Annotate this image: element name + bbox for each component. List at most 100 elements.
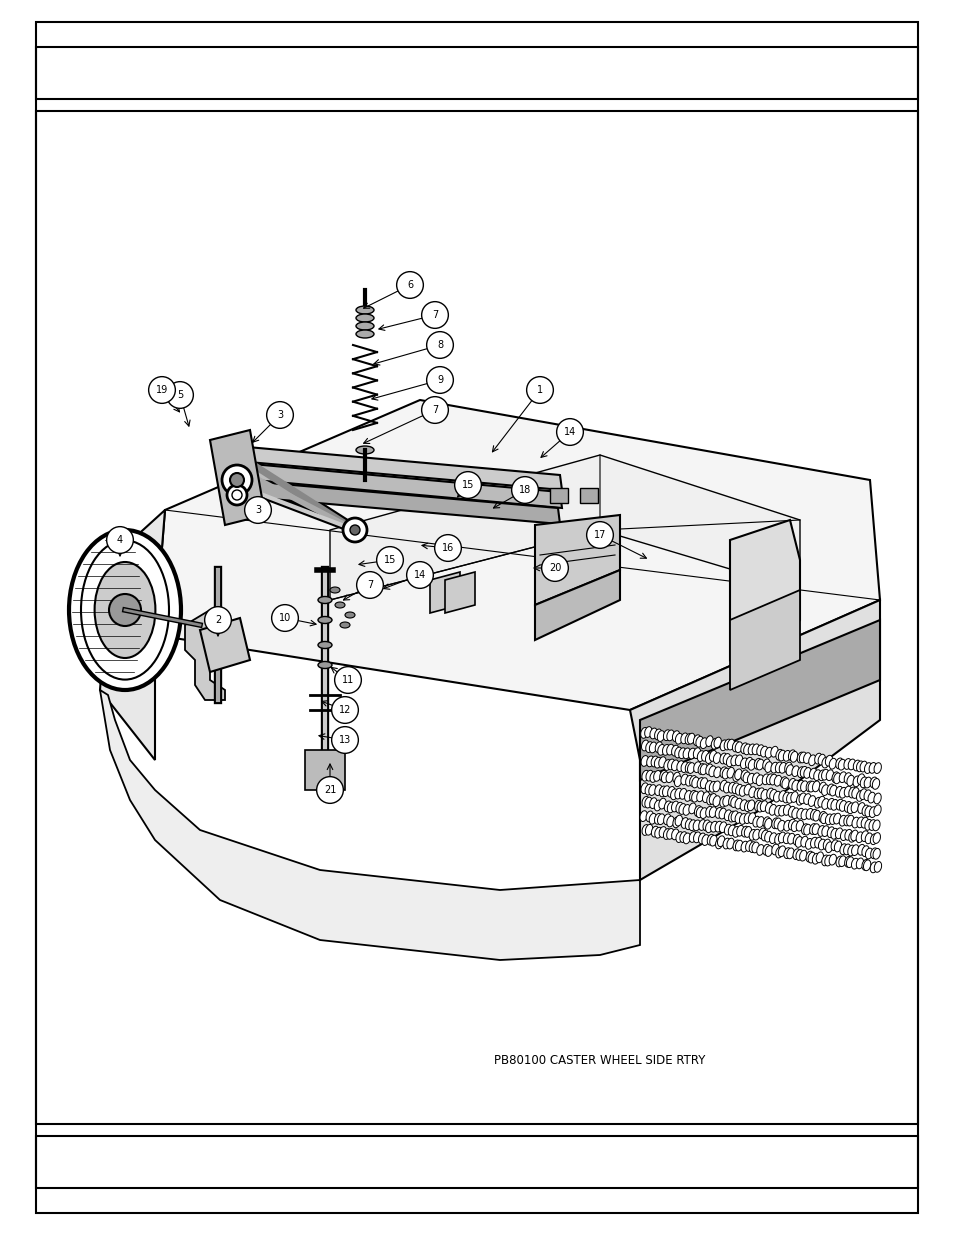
Ellipse shape xyxy=(839,788,846,798)
Ellipse shape xyxy=(81,541,169,679)
Polygon shape xyxy=(185,610,230,700)
Ellipse shape xyxy=(797,767,804,778)
Ellipse shape xyxy=(861,846,868,857)
Ellipse shape xyxy=(826,826,834,837)
Ellipse shape xyxy=(641,825,649,835)
Ellipse shape xyxy=(719,821,726,832)
Ellipse shape xyxy=(640,783,648,794)
Ellipse shape xyxy=(743,743,750,755)
Ellipse shape xyxy=(672,816,679,827)
Ellipse shape xyxy=(672,731,679,741)
Ellipse shape xyxy=(808,755,815,766)
Circle shape xyxy=(107,526,133,553)
Ellipse shape xyxy=(732,771,740,782)
Ellipse shape xyxy=(779,762,785,773)
Bar xyxy=(36,111,917,1188)
Ellipse shape xyxy=(748,830,756,840)
Ellipse shape xyxy=(824,756,832,766)
Ellipse shape xyxy=(805,851,813,862)
Ellipse shape xyxy=(796,809,803,819)
Text: 14: 14 xyxy=(414,571,426,580)
Ellipse shape xyxy=(69,530,181,690)
Circle shape xyxy=(586,521,613,548)
Ellipse shape xyxy=(698,763,704,774)
Bar xyxy=(36,47,917,1124)
Ellipse shape xyxy=(868,806,876,818)
Ellipse shape xyxy=(782,804,790,815)
Ellipse shape xyxy=(838,760,844,771)
Ellipse shape xyxy=(756,774,762,785)
Ellipse shape xyxy=(740,841,747,852)
Ellipse shape xyxy=(833,773,841,784)
Ellipse shape xyxy=(869,777,877,788)
Ellipse shape xyxy=(698,820,705,830)
Ellipse shape xyxy=(768,804,776,815)
Ellipse shape xyxy=(747,760,755,771)
Ellipse shape xyxy=(667,760,675,769)
Ellipse shape xyxy=(719,808,725,819)
Ellipse shape xyxy=(758,827,765,839)
Ellipse shape xyxy=(847,760,855,769)
Ellipse shape xyxy=(693,762,700,773)
Polygon shape xyxy=(729,590,800,690)
Ellipse shape xyxy=(825,769,833,781)
Circle shape xyxy=(556,419,582,446)
Text: 11: 11 xyxy=(341,676,354,685)
Ellipse shape xyxy=(775,847,782,858)
Ellipse shape xyxy=(777,820,784,831)
Ellipse shape xyxy=(700,764,707,774)
Polygon shape xyxy=(225,445,561,490)
Ellipse shape xyxy=(715,821,721,832)
Ellipse shape xyxy=(708,766,716,777)
Ellipse shape xyxy=(742,772,750,783)
Ellipse shape xyxy=(639,810,647,821)
Ellipse shape xyxy=(764,747,772,758)
Ellipse shape xyxy=(842,815,850,826)
Circle shape xyxy=(332,726,358,753)
Ellipse shape xyxy=(805,781,813,792)
Ellipse shape xyxy=(872,820,880,831)
Text: 12: 12 xyxy=(338,705,351,715)
Ellipse shape xyxy=(735,742,741,752)
Ellipse shape xyxy=(842,844,850,855)
Circle shape xyxy=(232,490,242,500)
Ellipse shape xyxy=(355,330,374,338)
Ellipse shape xyxy=(722,795,729,806)
Ellipse shape xyxy=(723,824,731,835)
Ellipse shape xyxy=(873,862,881,872)
Ellipse shape xyxy=(821,784,828,795)
Ellipse shape xyxy=(822,839,830,850)
Ellipse shape xyxy=(330,587,339,593)
Ellipse shape xyxy=(743,826,751,837)
Ellipse shape xyxy=(754,758,760,769)
Ellipse shape xyxy=(852,760,860,771)
Ellipse shape xyxy=(713,767,720,778)
Ellipse shape xyxy=(736,825,743,836)
Ellipse shape xyxy=(659,785,666,797)
Circle shape xyxy=(426,332,453,358)
Ellipse shape xyxy=(771,844,779,855)
Ellipse shape xyxy=(659,798,665,809)
Ellipse shape xyxy=(851,818,859,827)
Ellipse shape xyxy=(833,813,840,824)
Circle shape xyxy=(222,466,252,495)
Ellipse shape xyxy=(680,818,688,829)
Ellipse shape xyxy=(676,831,682,842)
Ellipse shape xyxy=(769,832,776,844)
Ellipse shape xyxy=(687,734,694,743)
Ellipse shape xyxy=(700,778,707,788)
Ellipse shape xyxy=(676,761,683,772)
Ellipse shape xyxy=(775,762,781,773)
Ellipse shape xyxy=(800,767,807,777)
Ellipse shape xyxy=(826,784,834,795)
Text: 8: 8 xyxy=(436,340,442,350)
Ellipse shape xyxy=(872,848,880,860)
Ellipse shape xyxy=(801,809,807,820)
Ellipse shape xyxy=(712,781,720,792)
Bar xyxy=(36,1136,917,1213)
Ellipse shape xyxy=(672,772,679,783)
Ellipse shape xyxy=(765,774,773,784)
Ellipse shape xyxy=(679,804,685,814)
Ellipse shape xyxy=(712,795,720,806)
Ellipse shape xyxy=(645,742,653,752)
